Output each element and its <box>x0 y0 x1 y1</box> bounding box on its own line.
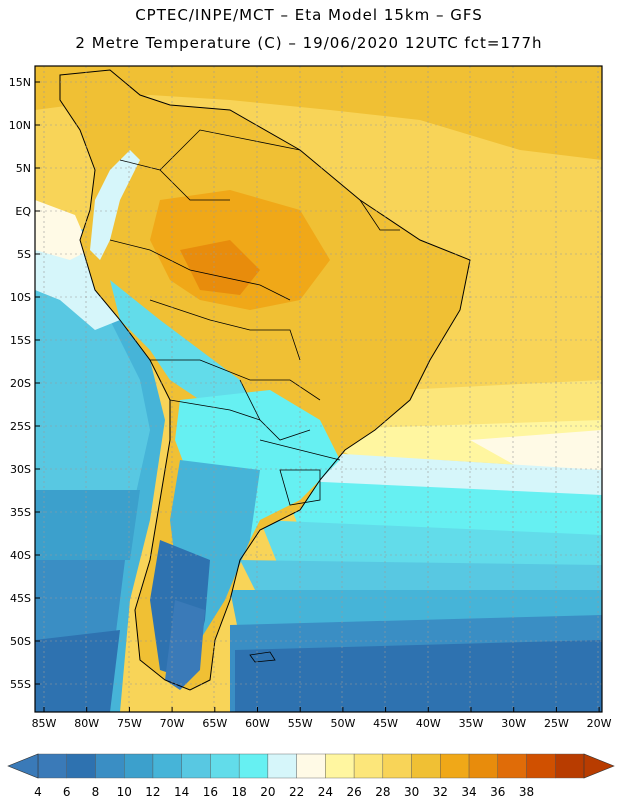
lat-tick-label: 5N <box>16 162 31 175</box>
lat-tick-label: 20S <box>10 377 31 390</box>
colorbar-swatch <box>152 753 182 779</box>
colorbar-swatch <box>210 753 240 779</box>
map-frame <box>34 65 603 713</box>
lat-tick-label: 40S <box>10 549 31 562</box>
lon-tick-label: 75W <box>117 717 142 730</box>
colorbar-tick-label: 36 <box>490 785 505 799</box>
colorbar-tick-label: 32 <box>433 785 448 799</box>
colorbar-swatch <box>37 753 67 779</box>
lat-tick-label: EQ <box>15 205 31 218</box>
colorbar-swatch <box>325 753 355 779</box>
colorbar-swatch <box>382 753 412 779</box>
lon-tick-label: 20W <box>587 717 612 730</box>
colorbar-tick-label: 8 <box>92 785 100 799</box>
pacific-band-12b <box>35 490 140 560</box>
colorbar-tick-label: 34 <box>461 785 476 799</box>
colorbar-tick-label: 14 <box>174 785 189 799</box>
band-16 <box>260 520 602 575</box>
lat-tick-label: 15N <box>9 76 31 89</box>
lon-tick-label: 85W <box>32 717 57 730</box>
central-andes-cool <box>110 280 250 420</box>
lon-tick-label: 55W <box>288 717 313 730</box>
band-22 <box>470 430 602 470</box>
warm-tropical-atlantic-band <box>35 66 602 160</box>
colorbar-swatch <box>411 753 441 779</box>
pacific-band-8 <box>35 630 120 712</box>
lon-tick-label: 30W <box>501 717 526 730</box>
colorbar-tick-label: 30 <box>404 785 419 799</box>
map-title-line-1: CPTEC/INPE/MCT – Eta Model 15km – GFS <box>135 6 483 24</box>
lat-tick-label: 25S <box>10 420 31 433</box>
coastline <box>59 69 471 691</box>
lon-tick-label: 70W <box>160 717 185 730</box>
colorbar-tick-label: 22 <box>289 785 304 799</box>
colorbar-swatch <box>526 753 556 779</box>
lat-tick-label: 50S <box>10 635 31 648</box>
colorbar-low-arrow-icon <box>7 753 39 779</box>
map-title-line-2: 2 Metre Temperature (C) – 19/06/2020 12U… <box>75 34 543 52</box>
colorbar-tick-label: 6 <box>63 785 71 799</box>
colorbar-swatch <box>267 753 297 779</box>
lon-tick-label: 60W <box>245 717 270 730</box>
colorbar-swatch <box>440 753 470 779</box>
lon-tick-label: 80W <box>74 717 99 730</box>
colorbar-swatch <box>497 753 527 779</box>
pacific-band-10 <box>35 560 125 650</box>
temperature-field <box>35 66 602 712</box>
colorbar-swatch <box>555 753 585 779</box>
colorbar-tick-label: 20 <box>260 785 275 799</box>
colorbar-tick-label: 28 <box>375 785 390 799</box>
colorbar <box>37 753 585 779</box>
colorbar-swatch <box>181 753 211 779</box>
colorbar-tick-label: 12 <box>145 785 160 799</box>
colorbar-swatch <box>353 753 384 779</box>
lat-tick-label: 10N <box>9 119 31 132</box>
lon-tick-label: 45W <box>373 717 398 730</box>
lon-tick-label: 40W <box>416 717 441 730</box>
colorbar-tick-label: 10 <box>117 785 132 799</box>
colorbar-high-arrow-icon <box>583 753 615 779</box>
colorbar-swatch <box>66 753 96 779</box>
colorbar-swatch <box>124 753 154 779</box>
lon-tick-label: 50W <box>330 717 355 730</box>
northern-andes-cool <box>90 150 140 260</box>
colorbar-swatch <box>468 753 498 779</box>
colorbar-tick-label: 24 <box>318 785 333 799</box>
lat-tick-label: 55S <box>10 678 31 691</box>
lon-tick-label: 65W <box>202 717 227 730</box>
colorbar-tick-label: 18 <box>232 785 247 799</box>
colorbar-tick-label: 38 <box>519 785 534 799</box>
latitude-labels: 15N 10N 5N EQ 5S 10S 15S 20S 25S 30S 35S 40S 45S 50S 5… <box>9 76 40 691</box>
tierra-del-fuego-cold <box>165 600 205 690</box>
colorbar-swatch <box>238 753 269 779</box>
colorbar-labels: 4 6 8 10 12 14 16 18 20 22 24 26 28 30 32 34 36 38 <box>34 785 534 799</box>
lon-tick-label: 25W <box>544 717 569 730</box>
falkland-islands <box>249 651 276 663</box>
lat-tick-label: 30S <box>10 463 31 476</box>
pacific-band-22 <box>35 200 90 260</box>
colorbar-tick-label: 4 <box>34 785 42 799</box>
longitude-labels: 85W 80W 75W 70W 65W 60W 55W 50W 45W 40W 35W 30W 25W 2… <box>32 707 612 730</box>
colorbar-swatch <box>95 753 125 779</box>
colorbar-swatch <box>296 753 326 779</box>
colorbar-tick-label: 16 <box>203 785 218 799</box>
lat-tick-label: 15S <box>10 334 31 347</box>
lat-tick-label: 10S <box>10 291 31 304</box>
lat-tick-label: 5S <box>17 248 31 261</box>
band-8 <box>235 640 602 712</box>
colorbar-tick-label: 26 <box>346 785 361 799</box>
lat-tick-label: 35S <box>10 506 31 519</box>
lon-tick-label: 35W <box>459 717 484 730</box>
lat-tick-label: 45S <box>10 592 31 605</box>
